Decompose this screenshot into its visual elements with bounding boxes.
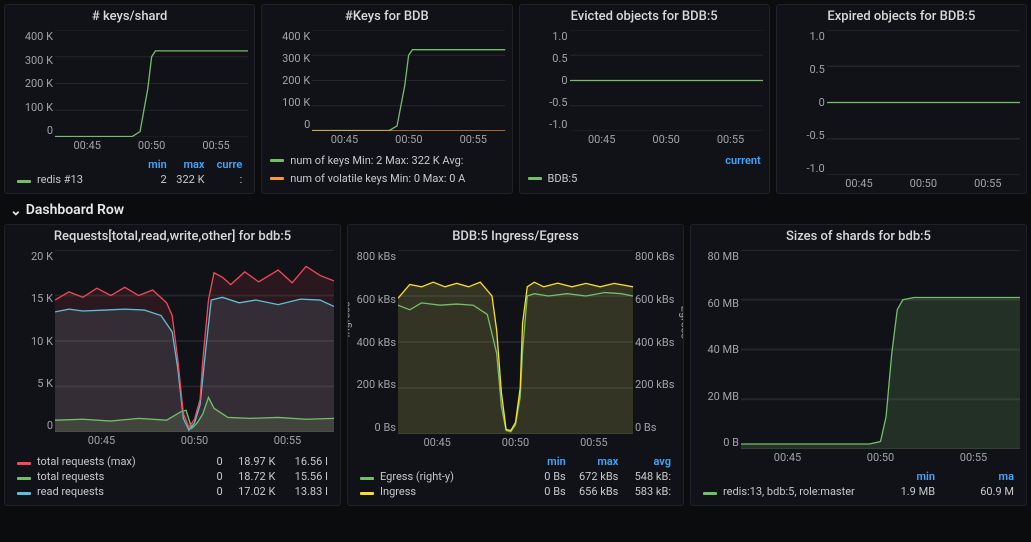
legend-item[interactable]: Ingress0 Bs656 kBs583 kB:: [356, 484, 675, 499]
row-header[interactable]: ⌄ Dashboard Row: [0, 194, 1031, 220]
panel: Expired objects for BDB:51.00.50-0.5-1.0…: [776, 4, 1027, 194]
panel: #Keys for BDB400 K300 K200 K100 K0 00:450…: [261, 4, 512, 194]
x-axis-labels: 00:4500:5000:55: [741, 451, 1020, 467]
panel: Evicted objects for BDB:51.00.50-0.5-1.0…: [519, 4, 770, 194]
legend: currentBDB:5: [520, 149, 769, 193]
legend-item[interactable]: Egress (right-y)0 Bs672 kBs548 kB:: [356, 469, 675, 484]
legend-item[interactable]: BDB:5: [528, 169, 761, 187]
chart-area[interactable]: 20 K15 K10 K5 K0 00:4500:5000:55: [5, 246, 340, 450]
panel-title[interactable]: Sizes of shards for bdb:5: [691, 225, 1026, 246]
x-axis-labels: 00:4500:5000:55: [827, 177, 1020, 193]
y-axis-labels: 400 K300 K200 K100 K0: [5, 26, 57, 137]
legend: total requests (max)018.97 K16.56 Itotal…: [5, 450, 340, 505]
legend-item[interactable]: total requests018.72 K15.56 I: [13, 469, 332, 484]
legend-item[interactable]: num of volatile keys Min: 0 Max: 0 A: [270, 169, 503, 187]
plot: [570, 30, 763, 131]
y-axis-labels: 1.00.50-0.5-1.0: [520, 26, 572, 131]
panel-title[interactable]: #Keys for BDB: [262, 5, 511, 26]
legend-item[interactable]: total requests (max)018.97 K16.56 I: [13, 454, 332, 469]
panel: Requests[total,read,write,other] for bdb…: [4, 224, 341, 506]
chart-area[interactable]: 400 K300 K200 K100 K0 00:4500:5000:55: [5, 26, 254, 155]
panel-title[interactable]: Requests[total,read,write,other] for bdb…: [5, 225, 340, 246]
y-axis-labels-right: 800 kBs600 kBs400 kBs200 kBs0 Bs: [631, 246, 683, 434]
y-axis-labels: 20 K15 K10 K5 K0: [5, 246, 57, 432]
legend: minmaxcurreredis #132322 K:: [5, 155, 254, 193]
plot: [741, 250, 1020, 449]
plot: [312, 30, 505, 131]
chart-area[interactable]: 1.00.50-0.5-1.0 00:4500:5000:55: [777, 26, 1026, 193]
y-axis-labels: 800 kBs600 kBs400 kBs200 kBs0 Bs: [348, 246, 400, 434]
plot: [55, 250, 334, 432]
x-axis-labels: 00:4500:5000:55: [55, 434, 334, 450]
plot: [827, 30, 1020, 175]
chevron-down-icon: ⌄: [10, 203, 22, 219]
legend: minmaxavgEgress (right-y)0 Bs672 kBs548 …: [348, 452, 683, 505]
plot: [55, 30, 248, 137]
y-axis-labels: 400 K300 K200 K100 K0: [262, 26, 314, 131]
legend-item[interactable]: redis:13, bdb:5, role:master1.9 MB60.9 M: [699, 484, 1018, 499]
panel-title[interactable]: Expired objects for BDB:5: [777, 5, 1026, 26]
legend: num of keys Min: 2 Max: 322 K Avg:num of…: [262, 149, 511, 193]
legend-item[interactable]: read requests017.02 K13.83 I: [13, 484, 332, 499]
legend: minmaredis:13, bdb:5, role:master1.9 MB6…: [691, 467, 1026, 505]
chart-area[interactable]: Ingress800 kBs600 kBs400 kBs200 kBs0 Bs8…: [348, 246, 683, 452]
y-axis-labels: 80 MB60 MB40 MB20 MB0 B: [691, 246, 743, 449]
panel: BDB:5 Ingress/EgressIngress800 kBs600 kB…: [347, 224, 684, 506]
panel-title[interactable]: BDB:5 Ingress/Egress: [348, 225, 683, 246]
legend-item[interactable]: num of keys Min: 2 Max: 322 K Avg:: [270, 151, 503, 169]
x-axis-labels: 00:4500:5000:55: [312, 133, 505, 149]
x-axis-labels: 00:4500:5000:55: [55, 139, 248, 155]
chart-area[interactable]: 80 MB60 MB40 MB20 MB0 B 00:4500:5000:55: [691, 246, 1026, 467]
panel: Sizes of shards for bdb:580 MB60 MB40 MB…: [690, 224, 1027, 506]
chart-area[interactable]: 1.00.50-0.5-1.0 00:4500:5000:55: [520, 26, 769, 149]
y-axis-labels: 1.00.50-0.5-1.0: [777, 26, 829, 175]
panel: # keys/shard400 K300 K200 K100 K0 00:4500…: [4, 4, 255, 194]
x-axis-labels: 00:4500:5000:55: [398, 436, 633, 452]
chart-area[interactable]: 400 K300 K200 K100 K0 00:4500:5000:55: [262, 26, 511, 149]
x-axis-labels: 00:4500:5000:55: [570, 133, 763, 149]
panel-title[interactable]: Evicted objects for BDB:5: [520, 5, 769, 26]
row-title-text: Dashboard Row: [26, 202, 124, 218]
legend-item[interactable]: redis #132322 K:: [13, 172, 246, 187]
plot: [398, 250, 633, 434]
panel-title[interactable]: # keys/shard: [5, 5, 254, 26]
